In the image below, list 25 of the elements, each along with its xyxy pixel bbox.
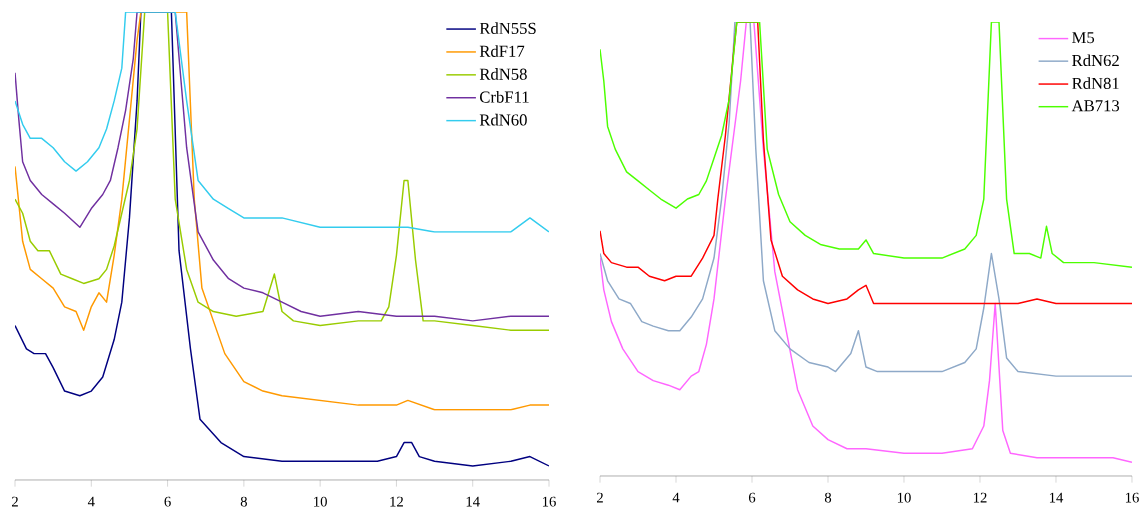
x-tick-label: 2 xyxy=(11,496,18,507)
x-tick-label: 6 xyxy=(164,496,171,507)
legend-label: RdN55S xyxy=(479,22,536,34)
x-tick-label: 10 xyxy=(314,496,327,507)
x-tick-label: 14 xyxy=(1049,492,1064,503)
x-tick-label: 8 xyxy=(824,492,832,503)
x-tick-label: 6 xyxy=(748,492,756,503)
legend-label: RdN81 xyxy=(1072,77,1119,89)
legend-label: M5 xyxy=(1072,32,1095,44)
legend-label: RdN60 xyxy=(479,113,527,126)
legend-label: RdN62 xyxy=(1072,54,1119,67)
x-tick-label: 14 xyxy=(466,496,480,507)
legend-label: RdN58 xyxy=(479,68,527,80)
x-tick-label: 8 xyxy=(240,496,247,507)
x-tick-label: 2 xyxy=(596,492,603,503)
x-tick-label: 16 xyxy=(1125,492,1139,503)
x-tick-label: 4 xyxy=(87,496,95,507)
x-tick-label: 12 xyxy=(973,492,987,503)
legend-label: RdF17 xyxy=(479,45,525,57)
x-tick-label: 4 xyxy=(672,492,680,503)
legend-label: CrbF11 xyxy=(480,90,529,103)
x-tick-label: 16 xyxy=(542,496,556,507)
legend-label: AB713 xyxy=(1071,100,1120,112)
x-tick-label: 10 xyxy=(897,492,911,503)
x-tick-label: 12 xyxy=(390,496,403,507)
